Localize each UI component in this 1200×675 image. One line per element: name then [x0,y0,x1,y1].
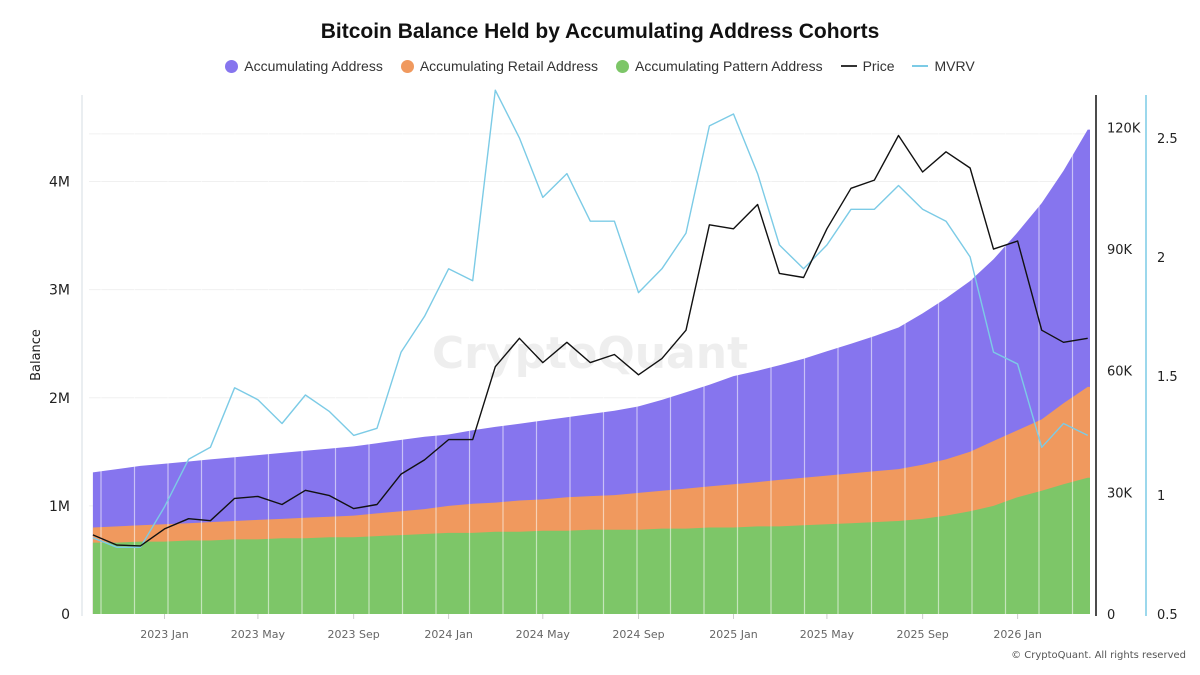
y-mvrv-tick-label: 1.5 [1157,370,1178,385]
chart-title: Bitcoin Balance Held by Accumulating Add… [320,20,880,43]
y-left-tick-label: 4M [49,175,70,191]
x-tick-label: 2024 Jan [424,628,472,641]
y-axis-label: Balance [29,329,44,381]
legend-swatch [400,59,414,73]
y-price-tick-label: 0 [1107,608,1115,623]
legend: Accumulating Address Accumulating Retail… [0,58,1200,74]
y-price-tick-label: 30K [1107,486,1133,501]
legend-item-mvrv[interactable]: MVRV [912,58,975,74]
watermark: CryptoQuant [432,328,748,379]
x-tick-label: 2025 May [800,628,855,641]
legend-swatch [840,65,857,67]
y-left-tick-label: 2M [49,391,70,407]
x-tick-label: 2023 May [231,628,286,641]
x-tick-label: 2024 May [516,628,571,641]
x-tick-label: 2024 Sep [612,628,664,641]
x-tick-label: 2023 Sep [328,628,380,641]
legend-item-accumulating-retail-address[interactable]: Accumulating Retail Address [400,58,599,74]
legend-swatch [912,65,929,67]
legend-label: Accumulating Pattern Address [635,58,823,74]
legend-label: Accumulating Retail Address [419,58,599,74]
legend-swatch [225,59,239,73]
y-mvrv-tick-label: 2 [1157,251,1165,266]
y-left-tick-label: 1M [49,499,70,515]
legend-swatch [616,59,630,73]
legend-label: MVRV [934,58,975,74]
x-tick-label: 2025 Sep [897,628,949,641]
y-left-tick-label: 0 [61,607,70,623]
copyright-footer: © CryptoQuant. All rights reserved [1011,650,1186,661]
legend-label: Accumulating Address [244,58,383,74]
area-accumulating-pattern-address [92,477,1091,614]
line-mvrv [92,89,1089,548]
y-price-tick-label: 90K [1107,243,1133,258]
legend-item-accumulating-pattern-address[interactable]: Accumulating Pattern Address [616,58,823,74]
legend-label: Price [862,58,895,74]
y-mvrv-tick-label: 2.5 [1157,132,1178,147]
y-left-tick-label: 3M [49,283,70,299]
y-mvrv-tick-label: 1 [1157,489,1165,504]
y-mvrv-tick-label: 0.5 [1157,608,1178,623]
x-tick-label: 2023 Jan [140,628,188,641]
line-price [92,134,1088,547]
x-tick-label: 2025 Jan [709,628,757,641]
x-tick-label: 2026 Jan [993,628,1041,641]
legend-item-accumulating-address[interactable]: Accumulating Address [225,58,383,74]
y-price-tick-label: 60K [1107,365,1133,380]
y-price-tick-label: 120K [1107,121,1141,136]
legend-item-price[interactable]: Price [840,58,895,74]
